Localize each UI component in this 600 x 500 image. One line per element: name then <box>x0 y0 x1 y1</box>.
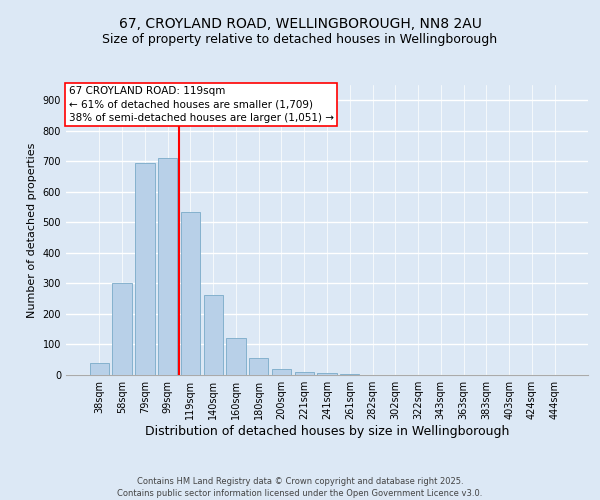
Bar <box>90 363 109 375</box>
Bar <box>226 338 245 375</box>
Bar <box>272 369 291 375</box>
Text: 67 CROYLAND ROAD: 119sqm
← 61% of detached houses are smaller (1,709)
38% of sem: 67 CROYLAND ROAD: 119sqm ← 61% of detach… <box>68 86 334 123</box>
Bar <box>317 374 337 375</box>
Text: Contains HM Land Registry data © Crown copyright and database right 2025.
Contai: Contains HM Land Registry data © Crown c… <box>118 476 482 498</box>
Bar <box>203 295 223 375</box>
X-axis label: Distribution of detached houses by size in Wellingborough: Distribution of detached houses by size … <box>145 425 509 438</box>
Bar <box>158 158 178 375</box>
Text: 67, CROYLAND ROAD, WELLINGBOROUGH, NN8 2AU: 67, CROYLAND ROAD, WELLINGBOROUGH, NN8 2… <box>119 18 481 32</box>
Bar <box>249 358 268 375</box>
Bar <box>112 284 132 375</box>
Bar <box>340 374 359 375</box>
Bar <box>135 163 155 375</box>
Bar <box>181 212 200 375</box>
Y-axis label: Number of detached properties: Number of detached properties <box>27 142 37 318</box>
Text: Size of property relative to detached houses in Wellingborough: Size of property relative to detached ho… <box>103 32 497 46</box>
Bar <box>295 372 314 375</box>
